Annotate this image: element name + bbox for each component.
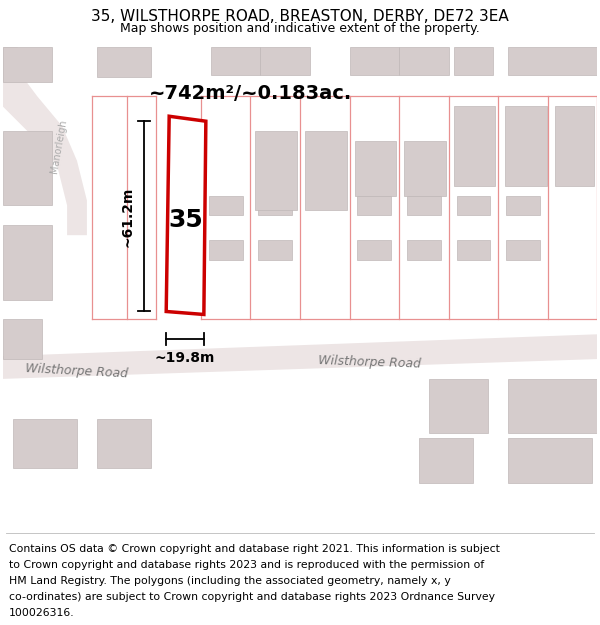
Text: to Crown copyright and database rights 2023 and is reproduced with the permissio: to Crown copyright and database rights 2… (9, 560, 484, 570)
Bar (97, 419, 151, 468)
Polygon shape (2, 47, 87, 235)
Bar (399, 47, 449, 74)
Bar (350, 47, 399, 74)
Text: Contains OS data © Crown copyright and database right 2021. This information is : Contains OS data © Crown copyright and d… (9, 544, 500, 554)
Bar (355, 141, 396, 196)
Bar (97, 47, 151, 77)
Bar (505, 106, 547, 186)
Text: ~742m²/~0.183ac.: ~742m²/~0.183ac. (149, 84, 352, 102)
Text: Map shows position and indicative extent of the property.: Map shows position and indicative extent… (120, 22, 480, 35)
Bar (508, 438, 592, 483)
Bar (506, 240, 540, 260)
Bar (454, 106, 495, 186)
Bar (407, 196, 441, 216)
Polygon shape (166, 116, 206, 314)
Text: 100026316.: 100026316. (9, 608, 74, 618)
Text: 35: 35 (169, 208, 203, 232)
Text: 35, WILSTHORPE ROAD, BREASTON, DERBY, DE72 3EA: 35, WILSTHORPE ROAD, BREASTON, DERBY, DE… (91, 9, 509, 24)
Text: Wilsthorpe Road: Wilsthorpe Road (318, 354, 421, 371)
Text: ~19.8m: ~19.8m (155, 351, 215, 365)
Bar (259, 240, 292, 260)
Text: HM Land Registry. The polygons (including the associated geometry, namely x, y: HM Land Registry. The polygons (includin… (9, 576, 451, 586)
Bar (358, 240, 391, 260)
Bar (555, 106, 595, 186)
Bar (407, 240, 441, 260)
Bar (506, 196, 540, 216)
Bar (429, 379, 488, 433)
Bar (209, 240, 242, 260)
Bar (2, 131, 52, 206)
Bar (259, 196, 292, 216)
Bar (209, 196, 242, 216)
Bar (305, 131, 347, 211)
Bar (211, 47, 260, 74)
Text: Wilsthorpe Road: Wilsthorpe Road (25, 362, 128, 380)
Bar (256, 131, 297, 211)
Text: co-ordinates) are subject to Crown copyright and database rights 2023 Ordnance S: co-ordinates) are subject to Crown copyr… (9, 592, 495, 602)
Bar (457, 240, 490, 260)
Text: ~61.2m: ~61.2m (121, 186, 134, 246)
Bar (2, 225, 52, 299)
Text: Manorleigh: Manorleigh (50, 118, 69, 174)
Bar (508, 379, 598, 433)
Bar (2, 319, 43, 359)
Bar (457, 196, 490, 216)
Bar (260, 47, 310, 74)
Bar (2, 47, 52, 81)
Bar (508, 47, 598, 74)
Bar (358, 196, 391, 216)
Bar (13, 419, 77, 468)
Polygon shape (2, 334, 598, 379)
Bar (404, 141, 446, 196)
Bar (419, 438, 473, 483)
Bar (454, 47, 493, 74)
